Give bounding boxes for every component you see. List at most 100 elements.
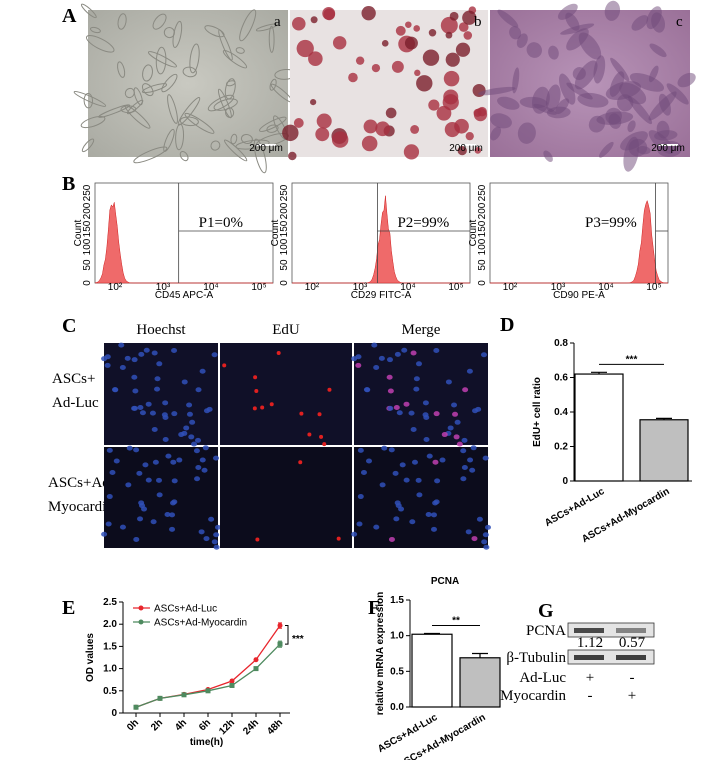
legend-label: ASCs+Ad-Myocardin [154, 618, 247, 629]
y-tick-label: 1.0 [390, 631, 404, 642]
nucleus [433, 499, 440, 505]
x-tick-label: 2h [149, 717, 165, 733]
nucleus [201, 467, 208, 473]
blot-label: PCNA [526, 623, 566, 639]
micrograph [88, 10, 288, 157]
nucleus [154, 386, 161, 392]
gate-label: P3=99% [585, 215, 637, 231]
nucleus [411, 459, 418, 465]
cell [142, 64, 153, 82]
stain [599, 141, 614, 158]
nucleus [441, 432, 448, 438]
lipid [322, 6, 336, 20]
nucleus [131, 357, 138, 363]
stain [631, 15, 649, 31]
x-tick-label: 10³ [156, 282, 171, 293]
cell [73, 91, 107, 107]
x-tick-label: 10⁵ [646, 282, 661, 293]
y-tick-label: 100 [82, 238, 93, 255]
panel-label: G [538, 600, 554, 622]
x-tick-label: 24h [241, 717, 261, 737]
nucleus [484, 524, 491, 530]
nucleus [396, 410, 403, 416]
row-label: ASCs+Ad- [48, 475, 115, 491]
nucleus [171, 411, 178, 417]
significance: ** [452, 616, 460, 627]
cell [179, 151, 189, 162]
fluorescence-image [354, 343, 488, 445]
marker [181, 692, 187, 698]
column-header: Hoechst [136, 322, 186, 338]
chart-title: PCNA [431, 576, 459, 587]
cell [224, 78, 236, 100]
nucleus [162, 400, 169, 406]
y-tick-label: 0.0 [390, 702, 404, 713]
nucleus [162, 415, 169, 421]
lipid [315, 127, 330, 142]
lipid [404, 36, 418, 50]
nucleus [193, 448, 200, 454]
nucleus [403, 401, 410, 407]
nucleus [388, 536, 395, 542]
nucleus [202, 445, 209, 451]
stain [543, 150, 553, 162]
marker [277, 623, 283, 629]
cell [133, 146, 168, 164]
cell [147, 51, 177, 68]
image-label: a [274, 14, 281, 30]
nucleus [119, 524, 126, 530]
nucleus [191, 441, 198, 447]
y-tick-label: 2.5 [103, 597, 117, 608]
lipid [403, 144, 420, 160]
lipid [296, 39, 314, 58]
stain [605, 107, 622, 125]
fluorescence-image [104, 343, 218, 445]
y-tick-label: 0.5 [103, 686, 117, 697]
lipid [331, 131, 349, 148]
edu-nucleus [299, 411, 304, 416]
legend-label: ASCs+Ad-Luc [154, 604, 217, 615]
lipid [442, 94, 459, 111]
nucleus [357, 447, 364, 453]
lipid [316, 113, 332, 129]
nucleus [171, 347, 178, 353]
cell [184, 112, 215, 134]
nucleus [465, 529, 472, 535]
scale-bar-label: 200 μm [651, 143, 685, 154]
nucleus [433, 411, 440, 417]
x-tick-label: 10⁵ [251, 282, 266, 293]
nucleus [199, 457, 206, 463]
lipid [440, 16, 458, 34]
row-label: ASCs+ [52, 371, 95, 387]
cell [182, 66, 197, 78]
lipid [414, 69, 421, 77]
nucleus [398, 506, 405, 512]
stain [566, 28, 589, 51]
nucleus [471, 536, 478, 542]
stain [509, 26, 522, 40]
x-axis-label: CD29 FITC-A [351, 290, 412, 301]
x-axis-label: CD45 APC-A [155, 290, 214, 301]
stain [533, 103, 557, 115]
cell [83, 92, 94, 109]
nucleus [195, 387, 202, 393]
nucleus [408, 410, 415, 416]
error-bar [656, 417, 672, 420]
nucleus [480, 352, 487, 358]
y-tick-label: 50 [477, 259, 488, 271]
y-tick-label: 0 [279, 280, 290, 286]
stain [646, 6, 662, 30]
nucleus [137, 516, 144, 522]
nucleus [460, 476, 467, 482]
cell [80, 3, 97, 19]
nucleus [149, 410, 156, 416]
stain [497, 96, 520, 110]
lipid [457, 145, 467, 156]
marker [229, 682, 235, 688]
cell [210, 140, 221, 151]
image-label: c [676, 14, 683, 30]
nucleus [430, 512, 437, 518]
stain [490, 113, 512, 129]
nucleus [188, 434, 195, 440]
stain [548, 45, 559, 60]
